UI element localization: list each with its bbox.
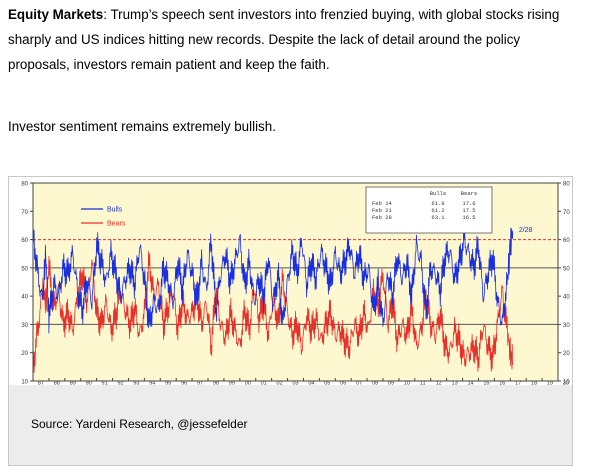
x-tick-label: 08 <box>372 381 378 385</box>
x-tick-label: 90 <box>86 381 92 385</box>
stats-table: Bulls Bears Feb 14 61.8 17.6 Feb 21 61.2 17.5 Fe… <box>365 186 493 234</box>
y-tick-label: 40 <box>563 295 570 301</box>
x-tick-label: 04 <box>308 381 314 385</box>
table-cell: 17.6 <box>462 200 475 207</box>
y-axis-left: 10 20 30 40 50 60 70 80 <box>21 182 33 386</box>
series-line-bulls <box>32 222 514 334</box>
x-tick-label: 96 <box>181 381 187 385</box>
x-axis: 87 88 89 90 91 92 93 94 95 96 97 98 99 00 01 02 03 04 05 06… <box>32 378 569 385</box>
y-tick-label: 10 <box>21 380 28 386</box>
table-cell: 61.2 <box>431 207 444 214</box>
x-tick-label: 15 <box>483 381 489 385</box>
x-tick-label: 87 <box>38 381 44 385</box>
intro-text: : Trump’s speech sent investors into fre… <box>8 7 560 72</box>
x-tick-label: 19 <box>547 381 553 385</box>
chart-area: 10 20 30 40 50 60 70 80 10 20 30 40 50 60 70 80 87 88 89… <box>9 177 572 385</box>
intro-label: Equity Markets <box>8 7 104 22</box>
table-cell: 63.1 <box>431 214 445 221</box>
x-tick-label: 92 <box>117 381 123 385</box>
y-tick-label: 30 <box>563 323 570 329</box>
x-tick-label: 11 <box>420 381 426 385</box>
y-tick-label: 50 <box>21 266 28 272</box>
table-cell: 16.5 <box>462 214 475 221</box>
x-tick-label: 14 <box>467 381 473 385</box>
series-line-bears <box>32 251 514 374</box>
x-tick-label: 00 <box>245 381 251 385</box>
y-tick-label: 30 <box>21 323 28 329</box>
x-tick-label: 89 <box>70 381 76 385</box>
x-tick-label: 98 <box>213 381 219 385</box>
table-box <box>365 186 493 234</box>
legend: Bulls Bears <box>81 207 126 228</box>
legend-label-bulls: Bulls <box>107 207 123 214</box>
y-tick-label: 50 <box>563 266 570 272</box>
x-tick-label: 20 <box>563 381 569 385</box>
x-tick-label: 16 <box>499 381 505 385</box>
x-tick-label: 18 <box>531 381 537 385</box>
x-tick-label: 13 <box>452 381 458 385</box>
x-tick-label: 91 <box>102 381 108 385</box>
x-tick-label: 12 <box>436 381 442 385</box>
source-caption: Source: Yardeni Research, @jessefelder <box>31 417 248 431</box>
x-tick-label: 88 <box>54 381 60 385</box>
x-tick-label: 07 <box>356 381 362 385</box>
x-tick-label: 97 <box>197 381 203 385</box>
y-tick-label: 80 <box>21 182 28 188</box>
x-tick-label: 10 <box>404 381 410 385</box>
table-cell: Feb 28 <box>372 214 392 221</box>
series-layer <box>32 222 514 374</box>
y-tick-label: 80 <box>563 182 570 188</box>
y-tick-label: 20 <box>563 351 570 357</box>
y-tick-label: 40 <box>21 295 28 301</box>
figure-panel: 10 20 30 40 50 60 70 80 10 20 30 40 50 60 70 80 87 88 89… <box>8 176 573 466</box>
x-tick-label: 06 <box>340 381 346 385</box>
x-tick-label: 17 <box>515 381 521 385</box>
x-tick-label: 09 <box>388 381 394 385</box>
intro-paragraph: Equity Markets: Trump’s speech sent inve… <box>8 2 578 77</box>
x-tick-label: 02 <box>277 381 283 385</box>
sentiment-line: Investor sentiment remains extremely bul… <box>8 119 276 134</box>
y-tick-label: 70 <box>563 210 570 216</box>
x-tick-label: 93 <box>133 381 139 385</box>
end-label: 2/28 <box>519 227 533 234</box>
x-tick-label: 01 <box>261 381 267 385</box>
x-tick-label: 95 <box>165 381 171 385</box>
y-tick-label: 10 <box>563 380 570 386</box>
table-cell: 61.8 <box>431 200 444 207</box>
table-cell: 17.5 <box>462 207 475 214</box>
y-tick-label: 20 <box>21 351 28 357</box>
x-tick-label: 03 <box>292 381 298 385</box>
y-tick-label: 70 <box>21 210 28 216</box>
table-header: Bears <box>461 190 478 197</box>
legend-label-bears: Bears <box>107 221 126 228</box>
x-tick-label: 99 <box>229 381 235 385</box>
plot-frame <box>32 182 559 382</box>
y-tick-label: 60 <box>21 238 28 244</box>
y-tick-label: 60 <box>563 238 570 244</box>
x-tick-label: 94 <box>149 381 155 385</box>
table-cell: Feb 14 <box>372 200 393 207</box>
x-tick-label: 05 <box>324 381 330 385</box>
table-header: Bulls <box>430 190 447 197</box>
table-cell: Feb 21 <box>372 207 393 214</box>
